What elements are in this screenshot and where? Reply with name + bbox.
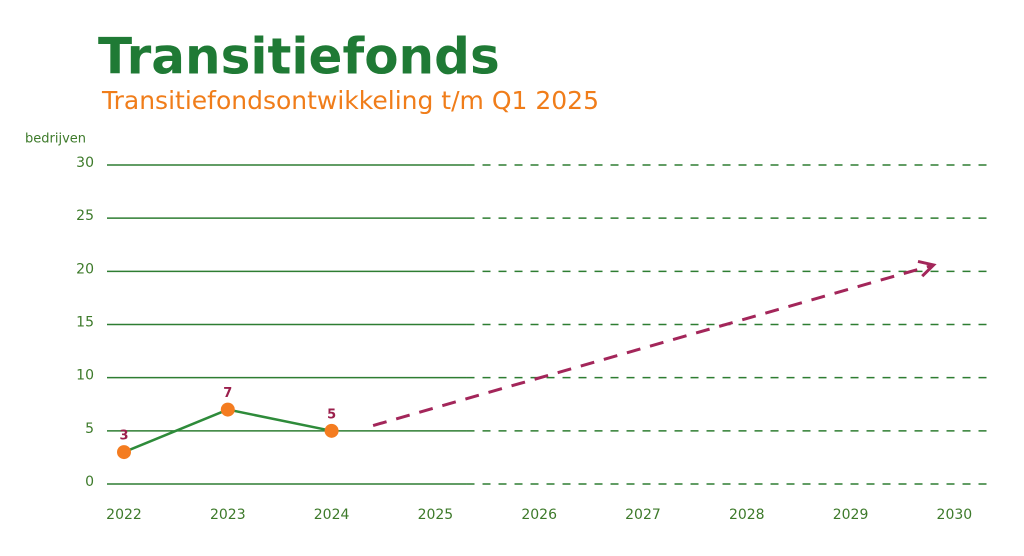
chart-title: Transitiefonds <box>98 28 500 86</box>
y-tick-label: 5 <box>85 421 94 437</box>
chart-subtitle: Transitiefondsontwikkeling t/m Q1 2025 <box>101 86 599 115</box>
point <box>220 402 235 417</box>
projection-arrowhead <box>917 259 937 278</box>
x-tick-label: 2023 <box>210 507 246 523</box>
x-tick-label: 2025 <box>418 507 454 523</box>
data-label: 7 <box>223 386 232 401</box>
y-tick-label: 20 <box>76 261 94 277</box>
data-label: 3 <box>119 429 128 444</box>
y-tick-label: 15 <box>76 315 94 331</box>
y-tick-label: 25 <box>76 208 94 224</box>
y-tick-label: 30 <box>76 155 94 171</box>
y-tick-label: 0 <box>85 474 94 490</box>
x-tick-label: 2026 <box>521 507 557 523</box>
point <box>117 445 131 460</box>
data-label: 5 <box>327 407 336 422</box>
x-tick-label: 2022 <box>106 507 142 523</box>
projection-line <box>372 263 935 427</box>
point <box>324 423 339 438</box>
x-tick-label: 2024 <box>314 507 350 523</box>
y-axis-label: bedrijven <box>25 132 86 147</box>
x-tick-label: 2028 <box>729 507 765 523</box>
x-tick-label: 2030 <box>937 507 973 523</box>
x-tick-label: 2027 <box>625 507 661 523</box>
y-tick-label: 10 <box>76 368 94 384</box>
x-tick-label: 2029 <box>833 507 869 523</box>
